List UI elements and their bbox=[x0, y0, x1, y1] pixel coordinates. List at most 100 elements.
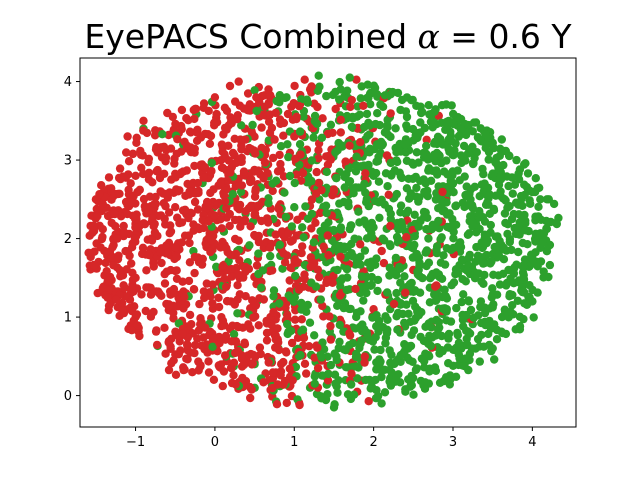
point-green bbox=[485, 190, 494, 199]
point-red bbox=[243, 106, 252, 115]
point-red bbox=[210, 211, 219, 220]
point-red bbox=[304, 342, 314, 351]
point-green bbox=[212, 262, 221, 271]
point-red bbox=[226, 117, 236, 127]
point-red bbox=[204, 106, 213, 116]
point-red bbox=[360, 352, 369, 361]
point-red bbox=[384, 190, 393, 199]
point-green bbox=[356, 94, 365, 103]
point-red bbox=[273, 335, 282, 344]
point-red bbox=[182, 166, 191, 175]
point-green bbox=[490, 355, 499, 364]
point-red bbox=[190, 268, 199, 278]
point-green bbox=[364, 201, 373, 211]
point-green bbox=[330, 349, 339, 358]
point-green bbox=[493, 232, 502, 241]
point-green bbox=[366, 100, 375, 109]
point-green bbox=[436, 235, 445, 244]
point-red bbox=[189, 285, 199, 294]
point-red bbox=[265, 110, 275, 119]
point-red bbox=[323, 376, 333, 385]
point-red bbox=[236, 135, 245, 144]
point-green bbox=[470, 182, 479, 191]
point-green bbox=[441, 125, 450, 134]
point-green bbox=[396, 278, 405, 287]
point-green bbox=[434, 318, 443, 327]
point-red bbox=[176, 346, 185, 355]
point-red bbox=[133, 321, 142, 330]
point-green bbox=[444, 116, 453, 126]
point-green bbox=[343, 86, 352, 95]
point-red bbox=[292, 170, 301, 179]
point-red bbox=[193, 128, 202, 137]
point-red bbox=[120, 283, 129, 293]
point-red bbox=[313, 363, 323, 373]
point-red bbox=[271, 230, 280, 239]
point-green bbox=[539, 229, 549, 238]
point-red bbox=[224, 156, 234, 165]
point-red bbox=[257, 123, 266, 132]
point-red bbox=[356, 138, 365, 147]
point-red bbox=[175, 186, 184, 195]
point-green bbox=[423, 155, 433, 164]
point-green bbox=[475, 206, 484, 216]
point-red bbox=[223, 176, 232, 186]
point-red bbox=[102, 267, 111, 276]
point-red bbox=[185, 127, 195, 136]
point-red bbox=[282, 398, 291, 408]
point-red bbox=[270, 135, 279, 144]
point-red bbox=[247, 127, 256, 136]
point-red bbox=[379, 258, 389, 268]
point-green bbox=[341, 346, 350, 355]
point-green bbox=[391, 124, 400, 133]
point-red bbox=[206, 247, 215, 257]
point-green bbox=[372, 365, 381, 374]
point-green bbox=[317, 353, 326, 362]
point-green bbox=[298, 223, 307, 232]
point-green bbox=[462, 182, 471, 191]
point-red bbox=[180, 231, 190, 240]
point-green bbox=[499, 255, 509, 264]
point-green bbox=[484, 155, 493, 164]
point-red bbox=[160, 323, 169, 332]
point-red bbox=[315, 272, 324, 282]
point-green bbox=[363, 131, 372, 141]
point-green bbox=[362, 194, 371, 204]
point-red bbox=[190, 161, 199, 171]
point-green bbox=[335, 337, 344, 346]
point-green bbox=[396, 350, 406, 360]
point-red bbox=[222, 203, 231, 213]
point-red bbox=[234, 77, 243, 86]
point-green bbox=[387, 350, 396, 359]
point-green bbox=[426, 323, 436, 332]
point-red bbox=[203, 198, 212, 207]
point-green bbox=[321, 395, 331, 404]
point-red bbox=[138, 151, 147, 160]
point-green bbox=[528, 297, 537, 306]
point-red bbox=[210, 118, 219, 128]
point-green bbox=[455, 341, 464, 351]
point-green bbox=[311, 282, 321, 291]
point-green bbox=[356, 307, 365, 316]
point-red bbox=[107, 184, 116, 193]
point-green bbox=[236, 187, 246, 196]
point-red bbox=[299, 333, 309, 343]
point-green bbox=[370, 83, 380, 93]
point-green bbox=[388, 87, 397, 97]
point-red bbox=[239, 167, 249, 176]
point-green bbox=[310, 331, 319, 340]
point-green bbox=[461, 277, 470, 286]
point-green bbox=[233, 309, 242, 318]
point-red bbox=[179, 304, 188, 313]
point-red bbox=[252, 261, 262, 270]
point-green bbox=[539, 267, 548, 276]
point-red bbox=[240, 215, 250, 224]
point-red bbox=[230, 300, 239, 309]
point-green bbox=[408, 174, 418, 183]
point-red bbox=[109, 261, 118, 270]
point-green bbox=[396, 208, 405, 217]
point-red bbox=[138, 249, 147, 259]
point-green bbox=[370, 345, 379, 354]
point-red bbox=[233, 203, 242, 212]
point-red bbox=[255, 343, 265, 352]
